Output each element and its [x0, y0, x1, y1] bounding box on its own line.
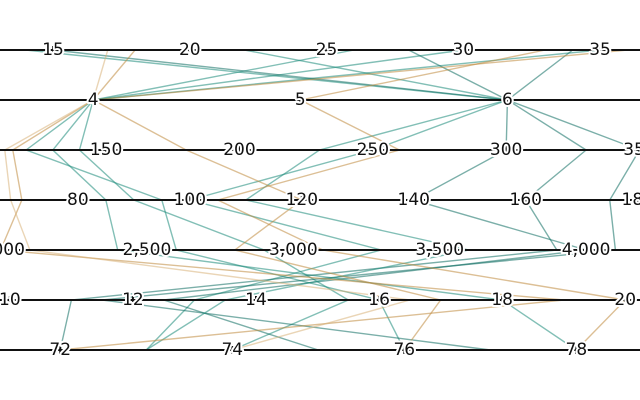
tick-label: 300 — [490, 140, 522, 160]
tick-label: 150 — [90, 140, 122, 160]
tick-label: 10 — [0, 290, 21, 310]
tick-label: 160 — [510, 190, 542, 210]
tick-label: 80 — [67, 190, 89, 210]
tick-label: 350 — [623, 140, 640, 160]
tick-label: 180 — [622, 190, 640, 210]
tick-label: 76 — [393, 340, 415, 360]
tick-label: 20 — [179, 40, 201, 60]
tick-label: 16 — [368, 290, 390, 310]
tick-label: 18 — [491, 290, 513, 310]
tick-label: 100 — [174, 190, 206, 210]
tick-label: 4 — [88, 90, 99, 110]
tick-label: 35 — [589, 40, 611, 60]
tick-label: 3,000 — [269, 240, 318, 260]
tick-label: 250 — [357, 140, 389, 160]
tick-label: 200 — [223, 140, 255, 160]
tick-label: 30 — [452, 40, 474, 60]
tick-label: 72 — [49, 340, 71, 360]
tick-label: 2,000 — [0, 240, 25, 260]
tick-label: 20 — [614, 290, 636, 310]
tick-label: 120 — [286, 190, 318, 210]
tick-label: 14 — [245, 290, 267, 310]
tick-label: 12 — [122, 290, 144, 310]
tick-label: 3,500 — [415, 240, 464, 260]
tick-label: 2,500 — [123, 240, 172, 260]
tick-label: 4,000 — [562, 240, 611, 260]
tick-label: 15 — [42, 40, 64, 60]
tick-label: 25 — [316, 40, 338, 60]
tick-label: 74 — [221, 340, 243, 360]
tick-label: 5 — [295, 90, 306, 110]
tick-label: 6 — [502, 90, 513, 110]
tick-label: 78 — [566, 340, 588, 360]
tick-label: 140 — [398, 190, 430, 210]
